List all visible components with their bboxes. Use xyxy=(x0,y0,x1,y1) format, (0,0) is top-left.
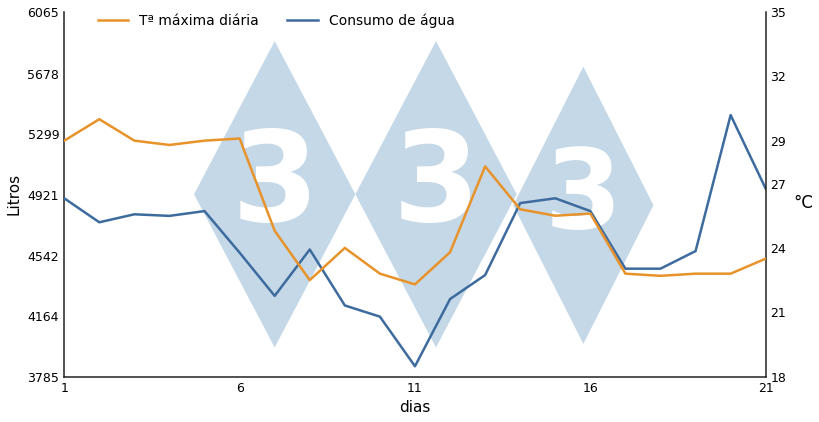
Y-axis label: Litros: Litros xyxy=(7,173,22,215)
Text: 3: 3 xyxy=(231,127,318,247)
Y-axis label: °C: °C xyxy=(792,194,812,212)
Polygon shape xyxy=(355,41,516,347)
Text: 3: 3 xyxy=(392,127,479,247)
Polygon shape xyxy=(194,41,355,347)
X-axis label: dias: dias xyxy=(399,400,430,415)
Polygon shape xyxy=(513,67,653,344)
Legend: Tª máxima diária, Consumo de água: Tª máxima diária, Consumo de água xyxy=(92,8,459,34)
Text: 3: 3 xyxy=(544,144,621,252)
